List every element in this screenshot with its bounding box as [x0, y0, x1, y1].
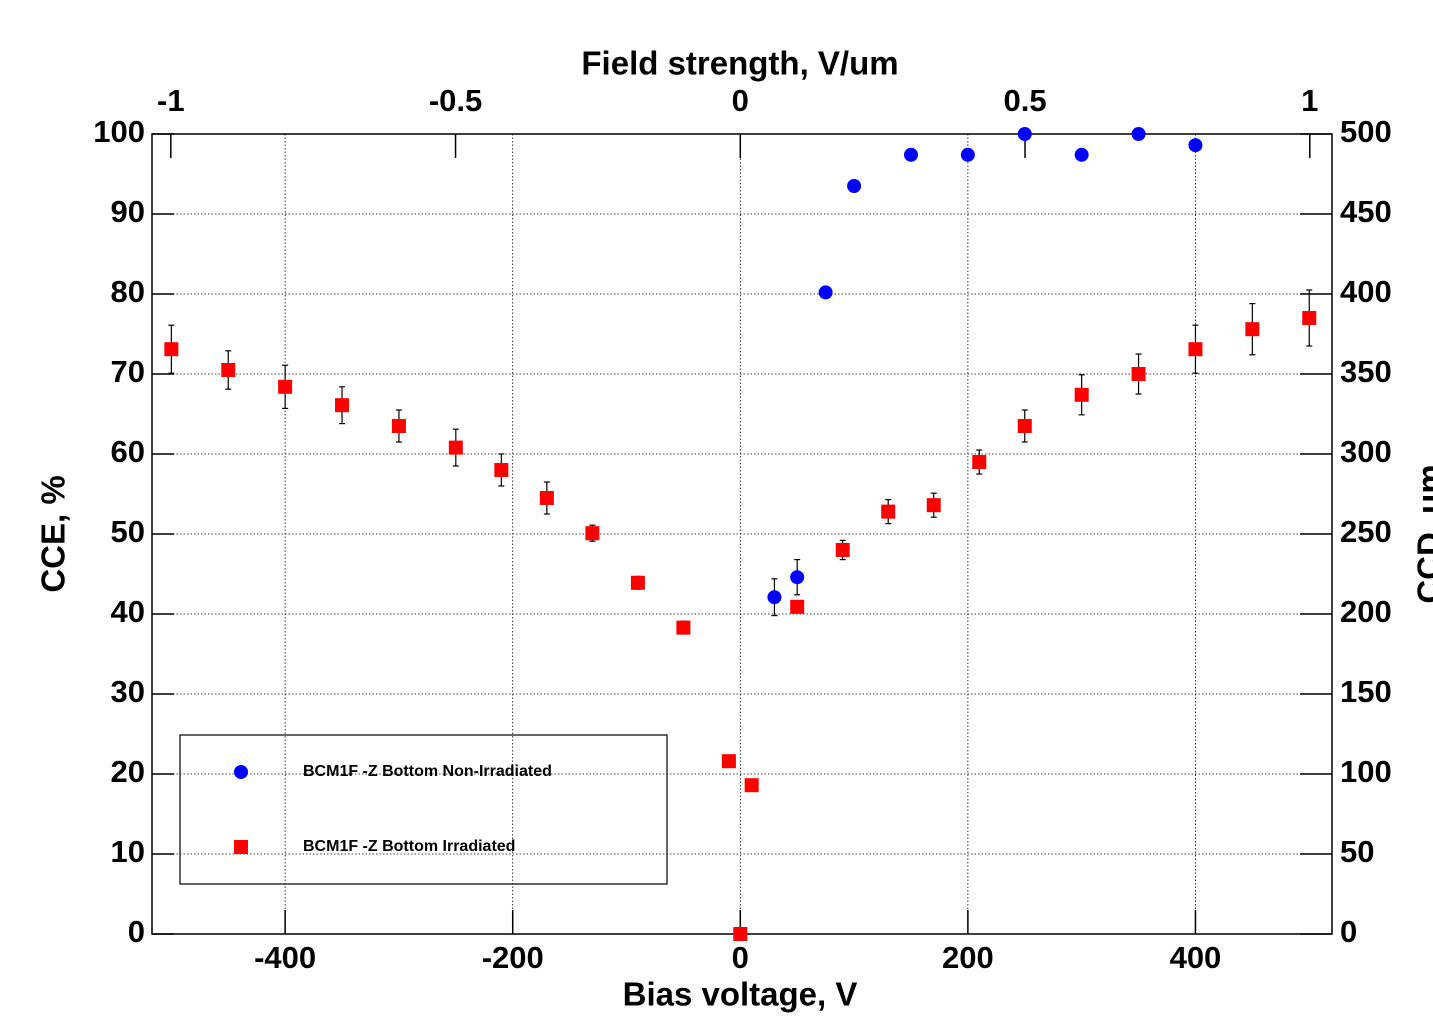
data-point [1017, 127, 1032, 141]
data-point [733, 927, 748, 941]
data-point [835, 543, 850, 557]
y-tick-label: 50 [111, 514, 145, 549]
y2-tick-label: 500 [1340, 114, 1392, 149]
data-point [721, 754, 736, 769]
data-point [926, 498, 941, 513]
y-tick-label: 60 [111, 434, 145, 469]
x2-tick-label: -1 [157, 83, 185, 118]
data-point [790, 570, 805, 585]
y2-tick-label: 250 [1340, 514, 1392, 549]
x-axis-title: Bias voltage, V [623, 976, 858, 1013]
y-tick-label: 90 [111, 194, 145, 229]
y2-tick-label: 350 [1340, 354, 1392, 389]
y2-axis-title: CCD, um [1411, 464, 1433, 603]
data-point [539, 491, 554, 505]
y2-tick-label: 50 [1340, 834, 1374, 869]
data-point [278, 379, 293, 394]
data-point [448, 440, 463, 455]
x-tick-label: 400 [1170, 940, 1222, 975]
x2-tick-label: -0.5 [429, 83, 482, 118]
data-point [1131, 127, 1146, 141]
y2-tick-label: 150 [1340, 674, 1392, 709]
data-point [767, 590, 782, 605]
data-point [585, 526, 600, 541]
data-point [1074, 147, 1089, 162]
data-point [818, 285, 833, 300]
data-point [903, 147, 918, 162]
data-point [1131, 367, 1146, 381]
legend-marker [234, 765, 248, 779]
legend-marker [234, 840, 248, 854]
legend-box [179, 734, 668, 885]
data-point [744, 778, 759, 793]
y-tick-label: 30 [111, 674, 145, 709]
x-tick-label: -200 [482, 940, 544, 975]
x-tick-label: -400 [254, 940, 316, 975]
y2-tick-label: 0 [1340, 914, 1357, 949]
y-tick-label: 100 [93, 114, 145, 149]
y2-tick-label: 450 [1340, 194, 1392, 229]
data-point [1245, 322, 1260, 337]
data-point [494, 463, 509, 477]
data-point [790, 599, 805, 614]
x2-tick-label: 1 [1301, 83, 1318, 118]
x-tick-label: 200 [942, 940, 994, 975]
data-point [881, 504, 896, 519]
data-point [221, 363, 236, 377]
data-point [676, 620, 691, 635]
data-point [1302, 311, 1317, 325]
data-point [847, 179, 862, 193]
x2-tick-label: 0 [732, 83, 749, 118]
x2-tick-label: 0.5 [1003, 83, 1046, 118]
data-point [1074, 387, 1089, 402]
y-tick-label: 10 [111, 834, 145, 869]
y2-tick-label: 300 [1340, 434, 1392, 469]
data-point [1188, 138, 1203, 153]
y2-tick-label: 200 [1340, 594, 1392, 629]
data-point [335, 398, 350, 413]
y-tick-label: 80 [111, 274, 145, 309]
data-point [1017, 419, 1032, 433]
data-point [164, 342, 179, 357]
y-axis-title: CCE, % [35, 475, 72, 592]
y-tick-label: 0 [128, 914, 145, 949]
y-tick-label: 40 [111, 594, 145, 629]
data-point [972, 455, 987, 469]
data-point [391, 419, 406, 433]
data-point [630, 575, 645, 590]
legend-label: BCM1F -Z Bottom Non-Irradiated [303, 763, 552, 780]
y2-tick-label: 400 [1340, 274, 1392, 309]
y-tick-label: 70 [111, 354, 145, 389]
y2-tick-label: 100 [1340, 754, 1392, 789]
x2-axis-title: Field strength, V/um [581, 45, 898, 82]
legend-label: BCM1F -Z Bottom Irradiated [303, 838, 515, 855]
y-tick-label: 20 [111, 754, 145, 789]
data-point [1188, 342, 1203, 357]
x-tick-label: 0 [732, 940, 749, 975]
data-point [960, 147, 975, 162]
